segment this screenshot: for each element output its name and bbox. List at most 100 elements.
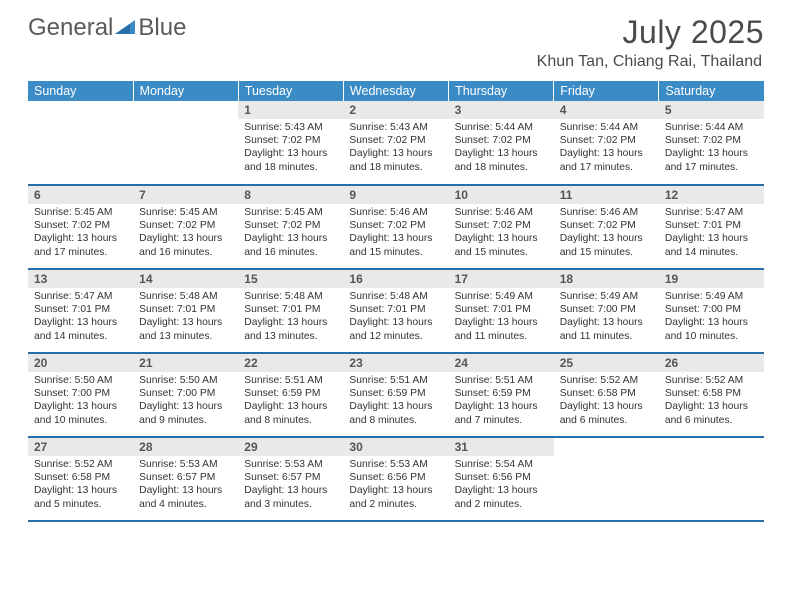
sunrise-text: Sunrise: 5:44 AM [560, 121, 655, 134]
calendar-day-cell: . [28, 101, 133, 185]
day-number: 19 [659, 270, 764, 288]
day-of-week-row: SundayMondayTuesdayWednesdayThursdayFrid… [28, 81, 764, 101]
calendar-body: .. 1Sunrise: 5:43 AMSunset: 7:02 PMDaylig… [28, 101, 764, 521]
day-number: 26 [659, 354, 764, 372]
sunset-text: Sunset: 7:02 PM [455, 134, 550, 147]
day-of-week-header: Saturday [659, 81, 764, 101]
day-details: Sunrise: 5:45 AMSunset: 7:02 PMDaylight:… [28, 204, 133, 261]
calendar-day-cell: 23Sunrise: 5:51 AMSunset: 6:59 PMDayligh… [343, 353, 448, 437]
sunrise-text: Sunrise: 5:49 AM [665, 290, 760, 303]
calendar-day-cell: 13Sunrise: 5:47 AMSunset: 7:01 PMDayligh… [28, 269, 133, 353]
calendar-day-cell: 11Sunrise: 5:46 AMSunset: 7:02 PMDayligh… [554, 185, 659, 269]
sunset-text: Sunset: 7:00 PM [34, 387, 129, 400]
sunrise-text: Sunrise: 5:46 AM [349, 206, 444, 219]
daylight-text: Daylight: 13 hours and 8 minutes. [244, 400, 339, 426]
sunrise-text: Sunrise: 5:53 AM [349, 458, 444, 471]
day-number: 7 [133, 186, 238, 204]
sunset-text: Sunset: 7:01 PM [139, 303, 234, 316]
calendar-day-cell: . [554, 437, 659, 521]
day-details: Sunrise: 5:49 AMSunset: 7:00 PMDaylight:… [554, 288, 659, 345]
sunset-text: Sunset: 7:01 PM [455, 303, 550, 316]
day-of-week-header: Monday [133, 81, 238, 101]
day-details: Sunrise: 5:45 AMSunset: 7:02 PMDaylight:… [238, 204, 343, 261]
sunset-text: Sunset: 7:00 PM [139, 387, 234, 400]
day-of-week-header: Friday [554, 81, 659, 101]
sunset-text: Sunset: 7:01 PM [34, 303, 129, 316]
sunset-text: Sunset: 7:00 PM [560, 303, 655, 316]
sunrise-text: Sunrise: 5:48 AM [349, 290, 444, 303]
daylight-text: Daylight: 13 hours and 15 minutes. [349, 232, 444, 258]
sunset-text: Sunset: 7:01 PM [349, 303, 444, 316]
day-number: 29 [238, 438, 343, 456]
daylight-text: Daylight: 13 hours and 17 minutes. [560, 147, 655, 173]
daylight-text: Daylight: 13 hours and 17 minutes. [34, 232, 129, 258]
day-details: Sunrise: 5:47 AMSunset: 7:01 PMDaylight:… [659, 204, 764, 261]
sunset-text: Sunset: 7:02 PM [34, 219, 129, 232]
sunrise-text: Sunrise: 5:46 AM [455, 206, 550, 219]
daylight-text: Daylight: 13 hours and 15 minutes. [455, 232, 550, 258]
day-details: Sunrise: 5:48 AMSunset: 7:01 PMDaylight:… [133, 288, 238, 345]
logo-word-2: Blue [138, 14, 186, 42]
calendar-day-cell: 6Sunrise: 5:45 AMSunset: 7:02 PMDaylight… [28, 185, 133, 269]
daylight-text: Daylight: 13 hours and 2 minutes. [349, 484, 444, 510]
day-of-week-header: Thursday [449, 81, 554, 101]
daylight-text: Daylight: 13 hours and 16 minutes. [139, 232, 234, 258]
logo: General Blue [28, 14, 186, 42]
sunset-text: Sunset: 7:01 PM [665, 219, 760, 232]
sunrise-text: Sunrise: 5:53 AM [139, 458, 234, 471]
calendar-day-cell: 18Sunrise: 5:49 AMSunset: 7:00 PMDayligh… [554, 269, 659, 353]
day-details: Sunrise: 5:48 AMSunset: 7:01 PMDaylight:… [238, 288, 343, 345]
daylight-text: Daylight: 13 hours and 2 minutes. [455, 484, 550, 510]
calendar-day-cell: 8Sunrise: 5:45 AMSunset: 7:02 PMDaylight… [238, 185, 343, 269]
day-number: 31 [449, 438, 554, 456]
sunset-text: Sunset: 7:02 PM [139, 219, 234, 232]
day-number: 30 [343, 438, 448, 456]
day-number: 5 [659, 101, 764, 119]
day-details: Sunrise: 5:50 AMSunset: 7:00 PMDaylight:… [28, 372, 133, 429]
daylight-text: Daylight: 13 hours and 4 minutes. [139, 484, 234, 510]
location: Khun Tan, Chiang Rai, Thailand [537, 53, 764, 71]
calendar-day-cell: 7Sunrise: 5:45 AMSunset: 7:02 PMDaylight… [133, 185, 238, 269]
sunset-text: Sunset: 6:58 PM [665, 387, 760, 400]
sunset-text: Sunset: 6:58 PM [34, 471, 129, 484]
sunset-text: Sunset: 6:59 PM [455, 387, 550, 400]
calendar-day-cell: 22Sunrise: 5:51 AMSunset: 6:59 PMDayligh… [238, 353, 343, 437]
day-details: Sunrise: 5:46 AMSunset: 7:02 PMDaylight:… [449, 204, 554, 261]
day-number: 23 [343, 354, 448, 372]
day-details: Sunrise: 5:53 AMSunset: 6:56 PMDaylight:… [343, 456, 448, 513]
sunrise-text: Sunrise: 5:49 AM [560, 290, 655, 303]
sunrise-text: Sunrise: 5:54 AM [455, 458, 550, 471]
day-details: Sunrise: 5:54 AMSunset: 6:56 PMDaylight:… [449, 456, 554, 513]
daylight-text: Daylight: 13 hours and 18 minutes. [455, 147, 550, 173]
sunrise-text: Sunrise: 5:48 AM [139, 290, 234, 303]
day-of-week-header: Tuesday [238, 81, 343, 101]
day-details: Sunrise: 5:50 AMSunset: 7:00 PMDaylight:… [133, 372, 238, 429]
sunset-text: Sunset: 7:02 PM [244, 219, 339, 232]
sunrise-text: Sunrise: 5:51 AM [244, 374, 339, 387]
day-details: Sunrise: 5:44 AMSunset: 7:02 PMDaylight:… [449, 119, 554, 176]
day-details: Sunrise: 5:45 AMSunset: 7:02 PMDaylight:… [133, 204, 238, 261]
calendar-day-cell: 3Sunrise: 5:44 AMSunset: 7:02 PMDaylight… [449, 101, 554, 185]
sunset-text: Sunset: 7:02 PM [349, 134, 444, 147]
calendar-day-cell: 20Sunrise: 5:50 AMSunset: 7:00 PMDayligh… [28, 353, 133, 437]
day-details: Sunrise: 5:44 AMSunset: 7:02 PMDaylight:… [554, 119, 659, 176]
sunset-text: Sunset: 7:02 PM [560, 134, 655, 147]
day-details: Sunrise: 5:53 AMSunset: 6:57 PMDaylight:… [133, 456, 238, 513]
sunset-text: Sunset: 7:02 PM [349, 219, 444, 232]
day-number: 9 [343, 186, 448, 204]
day-details: Sunrise: 5:51 AMSunset: 6:59 PMDaylight:… [238, 372, 343, 429]
sunset-text: Sunset: 7:01 PM [244, 303, 339, 316]
day-details: Sunrise: 5:52 AMSunset: 6:58 PMDaylight:… [659, 372, 764, 429]
daylight-text: Daylight: 13 hours and 13 minutes. [139, 316, 234, 342]
day-details: Sunrise: 5:53 AMSunset: 6:57 PMDaylight:… [238, 456, 343, 513]
daylight-text: Daylight: 13 hours and 11 minutes. [560, 316, 655, 342]
sunset-text: Sunset: 6:57 PM [139, 471, 234, 484]
day-details: Sunrise: 5:51 AMSunset: 6:59 PMDaylight:… [343, 372, 448, 429]
calendar-day-cell: 26Sunrise: 5:52 AMSunset: 6:58 PMDayligh… [659, 353, 764, 437]
sunset-text: Sunset: 6:59 PM [349, 387, 444, 400]
sunset-text: Sunset: 6:57 PM [244, 471, 339, 484]
calendar-day-cell: 1Sunrise: 5:43 AMSunset: 7:02 PMDaylight… [238, 101, 343, 185]
daylight-text: Daylight: 13 hours and 9 minutes. [139, 400, 234, 426]
daylight-text: Daylight: 13 hours and 8 minutes. [349, 400, 444, 426]
day-details: Sunrise: 5:52 AMSunset: 6:58 PMDaylight:… [554, 372, 659, 429]
